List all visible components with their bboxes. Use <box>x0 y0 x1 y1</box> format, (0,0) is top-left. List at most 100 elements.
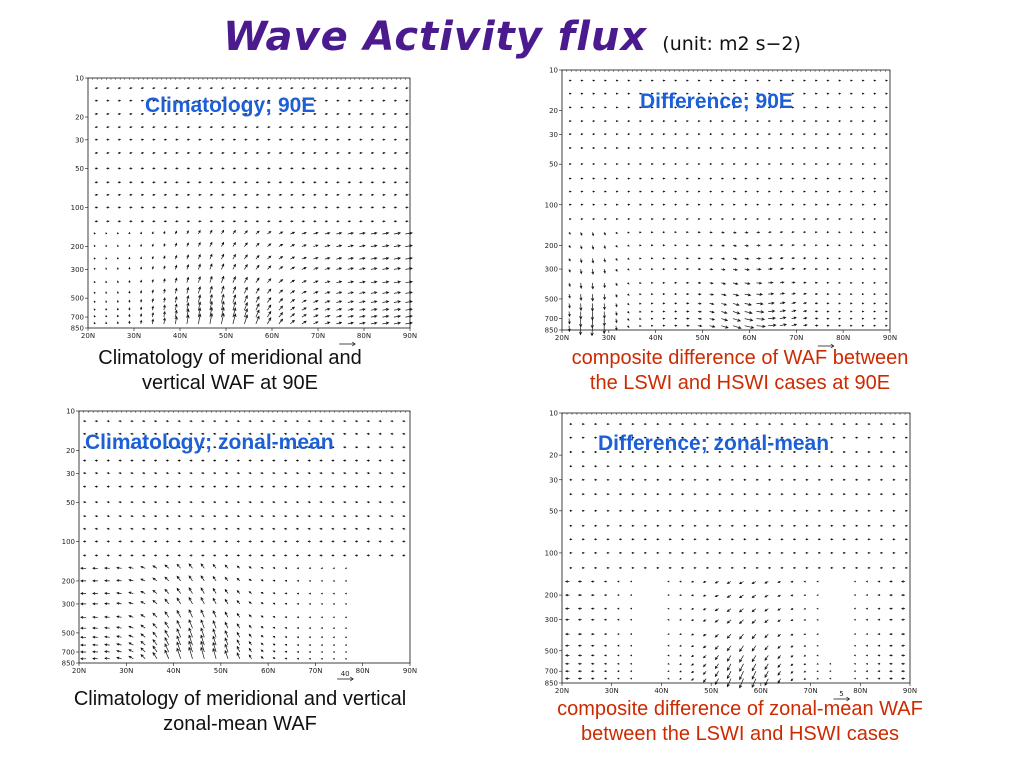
wind-vector <box>116 280 119 283</box>
panel-title: Climatology; 90E <box>145 94 315 117</box>
wind-vector <box>209 126 214 129</box>
caption-top-right: composite difference of WAF between the … <box>505 346 975 396</box>
wind-vector <box>260 472 264 475</box>
wind-vector <box>639 310 642 313</box>
wind-vector <box>255 193 260 196</box>
wind-vector <box>152 645 158 653</box>
wind-vector <box>324 321 331 325</box>
wind-vector <box>668 450 672 454</box>
wind-vector <box>644 538 647 541</box>
wind-vector <box>105 257 108 260</box>
wind-vector <box>198 138 202 141</box>
wind-vector <box>290 181 294 184</box>
wind-vector <box>690 594 694 597</box>
wind-vector <box>702 655 707 659</box>
wind-vector <box>283 432 288 435</box>
wind-vector <box>163 167 168 170</box>
wind-vector <box>278 256 284 260</box>
wind-vector <box>189 432 193 435</box>
wind-vector <box>905 493 908 496</box>
wind-vector <box>667 677 670 680</box>
wind-vector <box>826 324 830 327</box>
wind-vector <box>198 263 201 270</box>
wind-vector <box>366 515 370 518</box>
wind-vector <box>892 450 896 454</box>
wind-vector <box>347 220 352 223</box>
wind-vector <box>764 594 769 598</box>
wind-vector <box>674 244 678 247</box>
wind-vector <box>354 515 359 518</box>
wind-vector <box>697 324 703 328</box>
wind-vector <box>702 633 707 637</box>
wind-vector <box>93 267 96 270</box>
panel-climatology-90e: 20N 30N 40N 50N 60N 70N 80N 90N 10 20 30 50 100 200 30… <box>70 70 420 347</box>
wind-vector <box>779 79 783 82</box>
wind-vector <box>272 579 276 582</box>
wind-vector <box>165 527 169 530</box>
wind-vector <box>189 515 193 518</box>
wind-vector <box>650 146 654 150</box>
wind-vector <box>602 311 606 319</box>
wind-vector <box>777 580 781 584</box>
reference-vector <box>339 341 356 347</box>
x-tick-label: 40N <box>649 334 663 342</box>
wind-vector <box>295 540 299 543</box>
wind-vector <box>751 663 757 672</box>
wind-vector <box>604 120 607 123</box>
wind-vector <box>336 267 343 271</box>
wind-vector <box>354 485 359 488</box>
wind-vector <box>236 645 241 653</box>
wind-vector <box>342 472 347 475</box>
wind-vector <box>128 244 131 247</box>
wind-vector <box>290 193 294 196</box>
wind-vector <box>861 317 865 320</box>
wind-vector <box>718 509 722 512</box>
wind-vector <box>186 302 190 311</box>
wind-vector <box>814 231 818 234</box>
wind-vector <box>177 554 181 557</box>
wind-vector <box>619 493 623 496</box>
wind-vector <box>674 231 677 234</box>
wind-vector <box>751 608 757 613</box>
wind-vector <box>116 579 122 582</box>
wind-vector <box>370 99 375 102</box>
wind-vector <box>867 493 871 496</box>
wind-vector <box>336 193 340 196</box>
wind-vector <box>674 92 678 95</box>
wind-vector <box>188 640 193 653</box>
wind-vector <box>702 608 707 611</box>
wind-vector <box>803 302 808 305</box>
wind-vector <box>681 538 685 541</box>
wind-vector <box>714 655 719 661</box>
wind-vector <box>290 151 294 155</box>
wind-vector <box>200 646 205 659</box>
wind-vector <box>163 220 168 223</box>
wind-vector <box>224 621 229 629</box>
wind-vector <box>744 92 748 95</box>
wind-vector <box>865 654 868 657</box>
wind-vector <box>224 649 229 659</box>
wind-vector <box>177 432 181 435</box>
wind-vector <box>366 459 370 462</box>
wind-vector <box>697 267 702 271</box>
wind-vector <box>176 609 182 618</box>
wind-vector <box>209 312 214 324</box>
wind-vector <box>591 269 595 275</box>
wind-vector <box>272 459 276 462</box>
wind-vector <box>768 538 772 541</box>
wind-vector <box>592 106 596 109</box>
wind-vector <box>892 493 896 496</box>
wind-vector <box>244 112 248 116</box>
wind-vector <box>790 678 794 682</box>
wind-vector <box>301 112 306 116</box>
wind-vector <box>631 478 635 481</box>
wind-vector <box>255 303 260 311</box>
wind-vector <box>674 203 678 206</box>
wind-vector <box>777 655 781 660</box>
wind-vector <box>777 594 781 597</box>
wind-vector <box>777 645 781 649</box>
wind-vector <box>301 280 307 284</box>
wind-vector <box>232 241 236 247</box>
x-tick-label: 20N <box>555 334 569 342</box>
wind-vector <box>152 87 156 90</box>
